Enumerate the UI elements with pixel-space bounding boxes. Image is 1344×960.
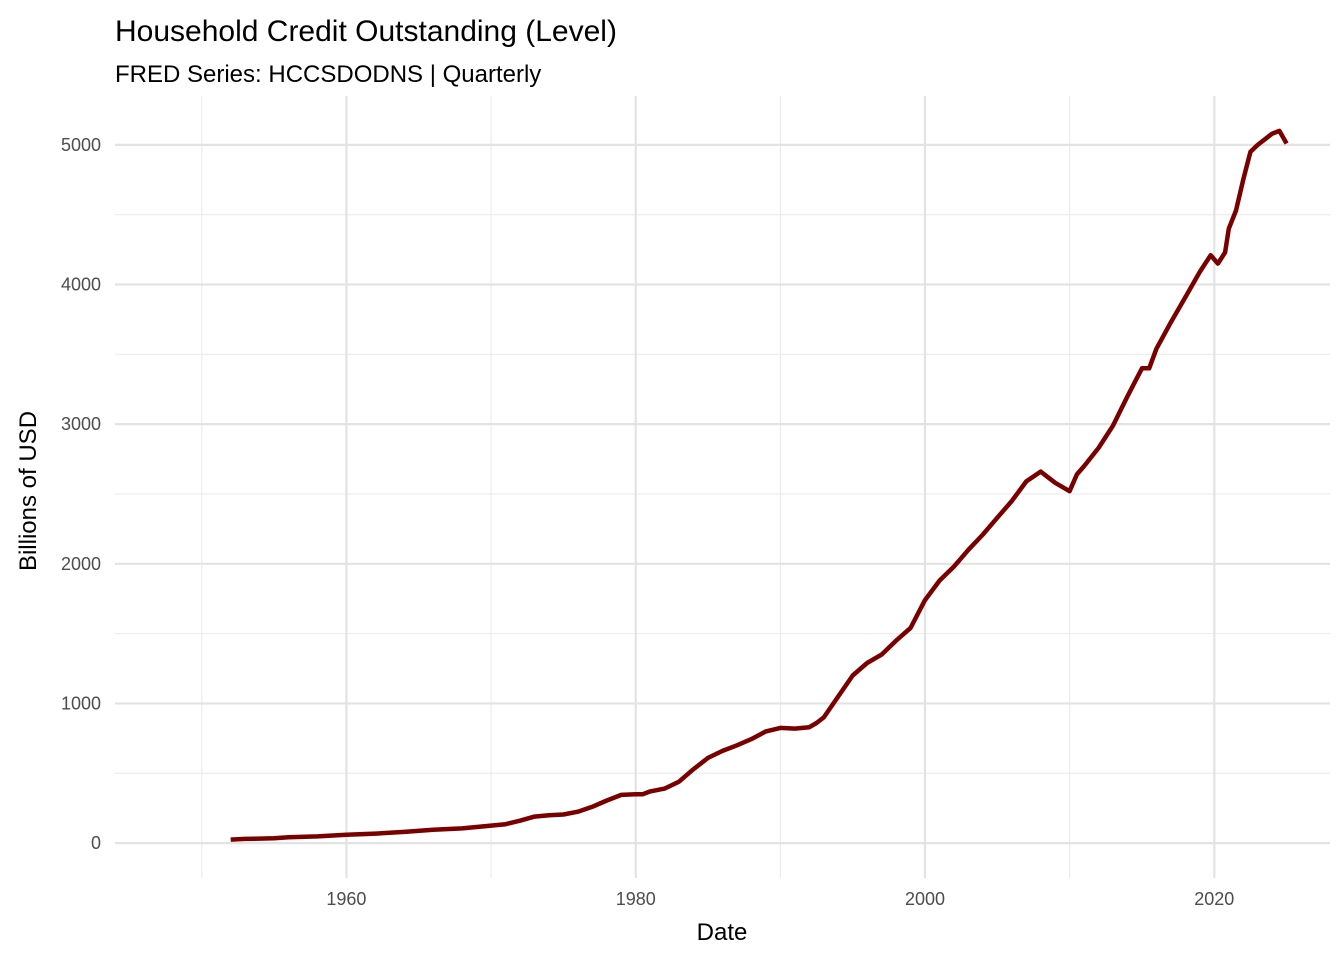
x-tick-label: 1960: [326, 889, 366, 909]
series-line: [230, 128, 1289, 842]
chart-subtitle: FRED Series: HCCSDODNS | Quarterly: [115, 61, 541, 88]
axis-ticks: 0 1000 2000 3000 4000 5000 1960 1980 2000 2020: [61, 135, 1234, 909]
y-tick-label: 5000: [61, 135, 101, 155]
y-tick-label: 3000: [61, 414, 101, 434]
chart-title: Household Credit Outstanding (Level): [115, 15, 617, 48]
x-tick-label: 1980: [616, 889, 656, 909]
series-layer: [230, 128, 1289, 842]
y-tick-label: 1000: [61, 693, 101, 713]
x-tick-label: 2020: [1194, 889, 1234, 909]
y-tick-label: 4000: [61, 275, 101, 295]
grid: [115, 96, 1330, 878]
x-axis-title: Date: [697, 919, 748, 946]
y-tick-label: 0: [91, 833, 101, 853]
y-tick-label: 2000: [61, 554, 101, 574]
x-tick-label: 2000: [905, 889, 945, 909]
y-axis-title: Billions of USD: [15, 411, 42, 571]
